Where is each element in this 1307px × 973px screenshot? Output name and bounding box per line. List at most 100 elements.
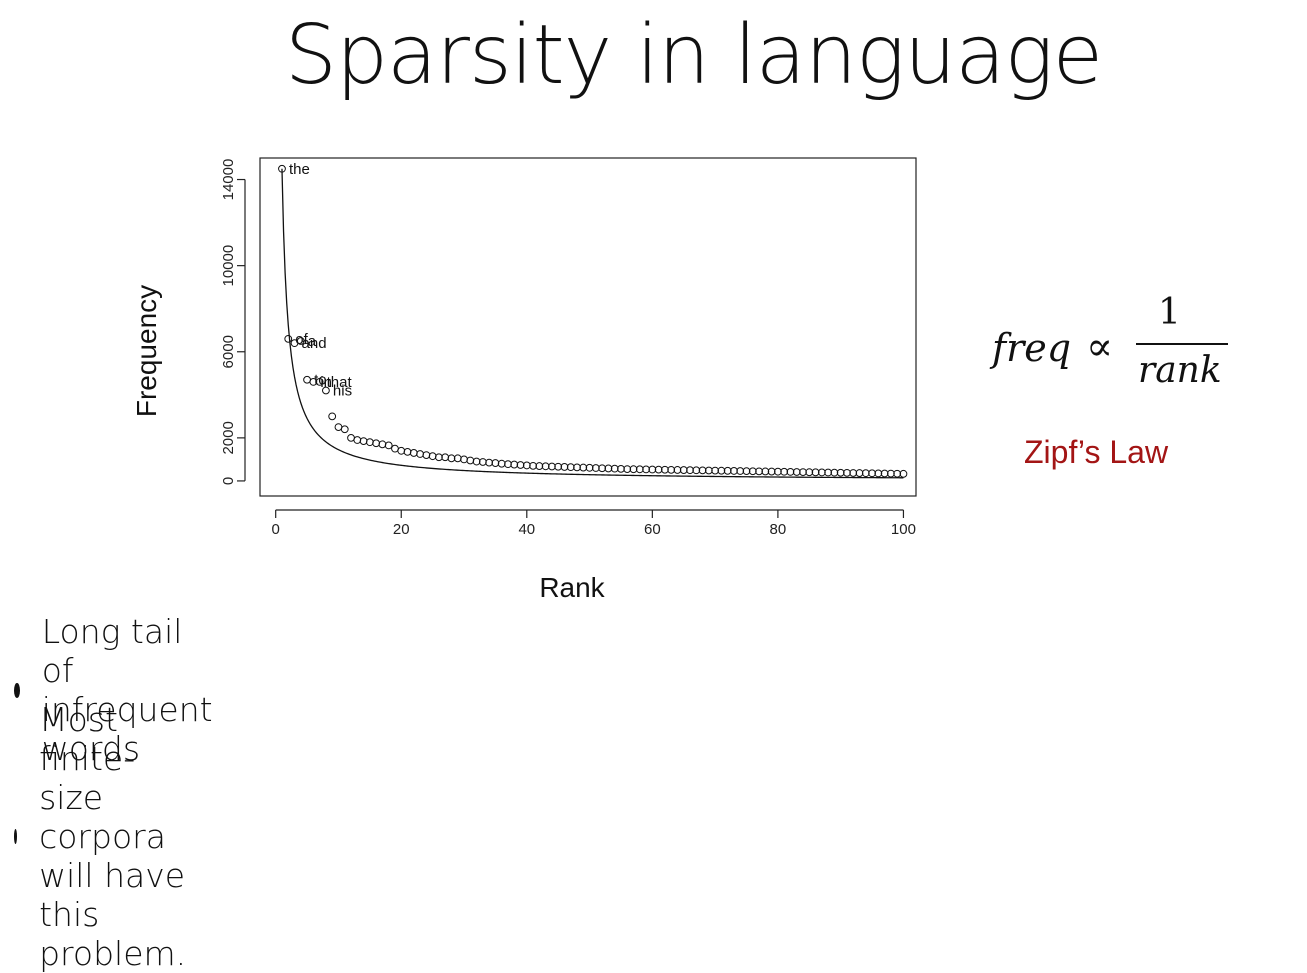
data-point [591,464,600,472]
data-point [660,465,669,474]
data-point [686,466,694,475]
data-point [742,467,751,476]
data-point [692,466,701,475]
data-point [623,465,632,473]
point-label: his [333,383,352,400]
data-point [830,468,839,477]
bullet-text: Most finite-size corpora will have this … [39,700,187,973]
data-point [642,465,650,474]
data-point [322,386,330,395]
data-point [460,455,468,464]
data-point [391,444,399,453]
data-point [384,441,393,450]
data-point [478,458,487,466]
zipf-formula: freq ∝ 1 rank [990,292,1240,402]
data-point [792,468,801,476]
data-point [667,465,676,474]
data-point [711,466,720,475]
data-point [899,469,908,478]
bullet-dot [14,829,18,844]
data-point [284,334,293,343]
data-point [548,462,556,471]
data-point [541,462,550,471]
y-tick-label: 6000 [220,335,237,368]
data-point [843,468,851,477]
data-point [535,462,544,470]
data-point [372,439,381,448]
data-point [629,465,638,474]
data-point [303,375,311,384]
data-point [315,377,324,386]
data-point [340,425,349,434]
bullet-item: Most finite-size corpora will have this … [14,700,198,973]
data-point [824,468,833,477]
zipf-chart: 0 20 40 60 80 100 0 2000 6000 10000 14000 the ofan… [131,157,917,603]
data-point [472,457,481,466]
x-tick-label: 60 [644,521,661,538]
data-point [485,458,494,467]
data-point [773,467,782,476]
data-point [516,461,525,469]
data-point [654,465,663,474]
data-point [566,463,575,472]
data-point [868,469,876,478]
data-point [598,464,607,473]
data-point [748,467,757,476]
data-point [874,469,883,478]
x-tick-label: 0 [272,521,280,538]
data-point [698,466,707,475]
zipf-curve [281,168,904,479]
data-point [435,453,443,462]
data-point [805,468,814,477]
proportional-symbol: ∝ [1086,324,1114,370]
data-point [296,337,305,345]
data-point [855,469,864,477]
plot-frame [259,157,917,497]
data-point [679,466,688,474]
fraction-bar [1136,343,1228,345]
data-point [648,465,657,474]
point-label: of [295,331,308,348]
data-point [635,465,644,474]
x-tick-label: 100 [891,521,916,538]
point-label: a [308,333,317,350]
data-point [365,438,374,447]
bullet-dot [14,682,20,698]
data-point [880,469,889,478]
y-tick-label: 10000 [220,245,237,287]
data-point [811,468,820,477]
data-point [755,467,763,476]
data-point [278,164,286,173]
formula-denominator: rank [1138,350,1222,391]
data-point [761,467,770,476]
point-label: in [320,374,332,391]
x-tick-label: 20 [393,521,410,538]
data-point [491,459,500,467]
data-point [447,454,456,463]
x-axis-label: Rank [539,572,605,603]
data-point [673,466,682,474]
data-point [328,412,337,421]
x-tick-label: 40 [518,521,535,538]
formula-lhs: freq [992,326,1072,370]
point-label: that [327,374,353,391]
data-point [347,433,355,442]
x-tick-label: 80 [770,521,787,538]
data-point [504,460,512,469]
data-point [409,449,418,457]
data-point [817,468,826,477]
point-label: the [289,161,310,178]
data-point [585,463,594,472]
data-points [278,164,908,478]
data-point [730,467,738,475]
bullet-text: Long tail of infrequent words [41,612,213,768]
data-point [579,463,588,472]
y-tick-label: 0 [220,477,237,485]
point-label: to [314,372,327,389]
zipf-caption: Zipf’s Law [1024,434,1169,470]
data-point [554,462,563,471]
data-point [416,450,424,458]
data-point [510,460,519,469]
data-point [780,467,789,476]
